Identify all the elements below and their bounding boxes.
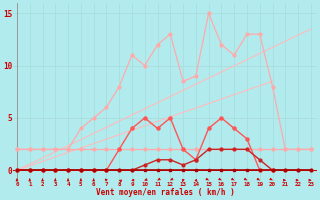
X-axis label: Vent moyen/en rafales ( km/h ): Vent moyen/en rafales ( km/h ) xyxy=(96,188,235,197)
